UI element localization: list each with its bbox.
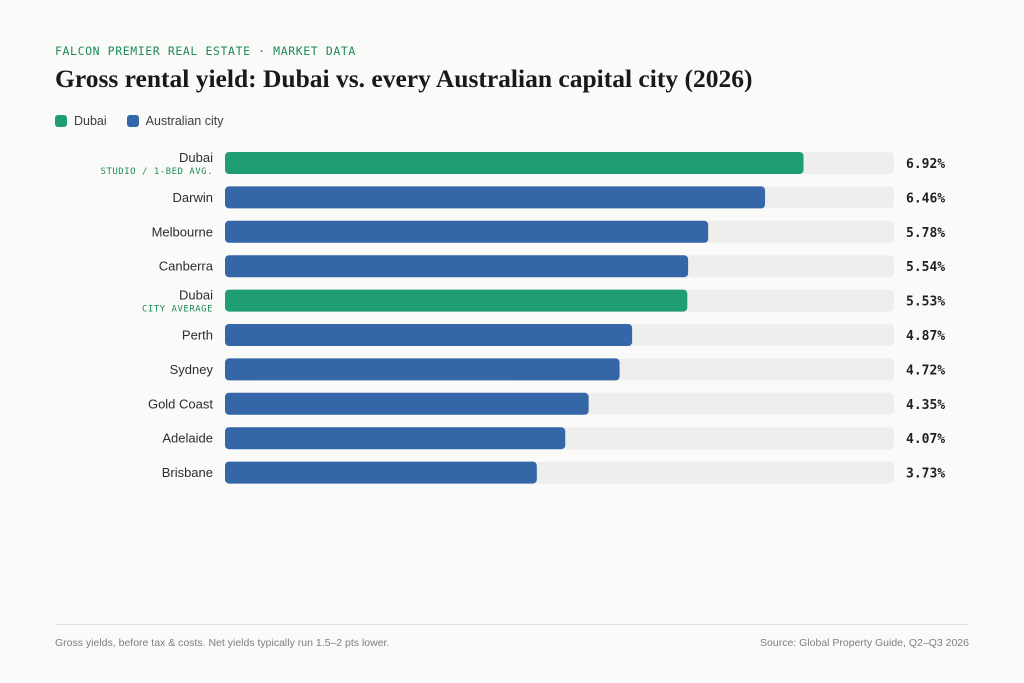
value-label-perth: 4.87% bbox=[906, 329, 945, 344]
category-label-gold-coast: Gold Coast bbox=[148, 396, 213, 411]
value-label-darwin: 6.46% bbox=[906, 191, 945, 206]
legend-swatch-australian-city bbox=[126, 115, 139, 127]
category-sublabel-dubai-city-average: CITY AVERAGE bbox=[142, 305, 213, 315]
legend-swatch-dubai bbox=[55, 115, 67, 127]
value-label-sydney: 4.72% bbox=[906, 363, 945, 378]
category-label-canberra: Canberra bbox=[159, 259, 214, 274]
category-label-dubai-studio-1-bed-avg: Dubai bbox=[179, 150, 213, 165]
value-label-canberra: 5.54% bbox=[906, 260, 945, 275]
category-sublabel-dubai-studio-1-bed-avg: STUDIO / 1-BED AVG. bbox=[101, 167, 213, 177]
bar-darwin bbox=[225, 186, 766, 209]
value-label-brisbane: 3.73% bbox=[906, 467, 945, 482]
bar-chart: Dubai STUDIO / 1-BED AVG. 6.92% Darwin 6.46%… bbox=[101, 150, 945, 484]
legend-label-dubai: Dubai bbox=[74, 114, 107, 128]
legend-label-australian-city: Australian city bbox=[145, 114, 224, 128]
value-label-dubai-studio-1-bed-avg: 6.92% bbox=[906, 157, 945, 172]
value-label-melbourne: 5.78% bbox=[906, 226, 945, 241]
bar-canberra bbox=[225, 255, 689, 278]
category-label-melbourne: Melbourne bbox=[152, 224, 213, 239]
bar-sydney bbox=[225, 358, 620, 381]
bar-adelaide bbox=[225, 427, 566, 450]
value-label-gold-coast: 4.35% bbox=[906, 398, 945, 413]
category-label-perth: Perth bbox=[182, 328, 213, 343]
bar-dubai-studio-1-bed-avg bbox=[225, 152, 804, 174]
value-label-dubai-city-average: 5.53% bbox=[906, 295, 945, 310]
category-label-adelaide: Adelaide bbox=[162, 431, 213, 446]
bar-melbourne bbox=[225, 220, 709, 243]
bar-perth bbox=[225, 324, 633, 346]
legend-item-dubai: Dubai bbox=[55, 114, 107, 128]
category-label-darwin: Darwin bbox=[173, 190, 213, 205]
footer-divider bbox=[55, 624, 969, 625]
legend-item-australian-city: Australian city bbox=[126, 114, 224, 128]
footnote: Gross yields, before tax & costs. Net yi… bbox=[55, 637, 390, 649]
source-note: Source: Global Property Guide, Q2–Q3 202… bbox=[760, 637, 969, 649]
publisher-eyebrow: FALCON PREMIER REAL ESTATE · MARKET DATA bbox=[55, 44, 356, 58]
chart-title: Gross rental yield: Dubai vs. every Aust… bbox=[55, 64, 753, 93]
bar-brisbane bbox=[225, 461, 537, 484]
legend: Dubai Australian city bbox=[55, 114, 243, 128]
bar-gold-coast bbox=[225, 392, 589, 415]
category-label-brisbane: Brisbane bbox=[162, 465, 213, 480]
bar-dubai-city-average bbox=[225, 289, 688, 312]
category-label-dubai-city-average: Dubai bbox=[179, 288, 213, 303]
category-label-sydney: Sydney bbox=[170, 362, 214, 377]
value-label-adelaide: 4.07% bbox=[906, 432, 945, 447]
